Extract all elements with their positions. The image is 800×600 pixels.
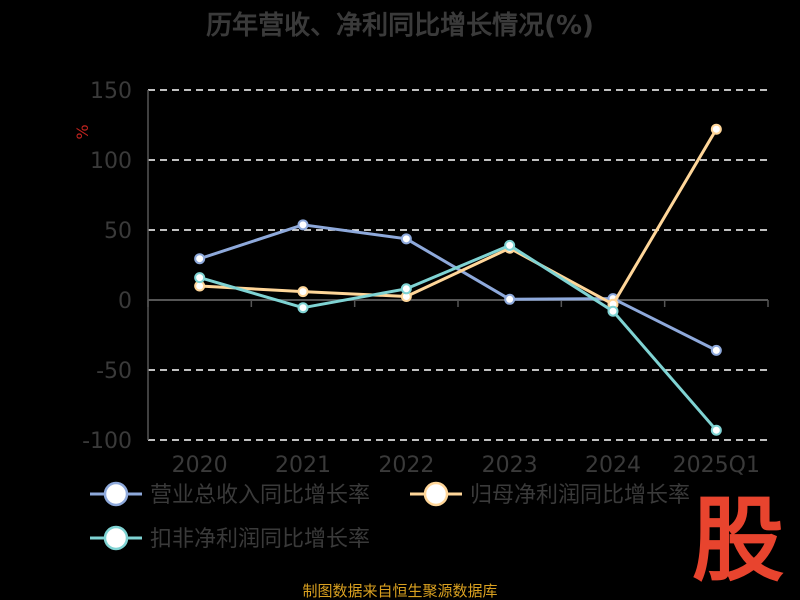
y-tick-label: -100 bbox=[82, 429, 132, 454]
x-tick-label: 2025Q1 bbox=[673, 453, 760, 478]
legend-label: 归母净利润同比增长率 bbox=[470, 483, 690, 508]
legend-marker bbox=[103, 525, 129, 551]
series-line bbox=[199, 243, 718, 432]
data-point[interactable] bbox=[710, 424, 722, 436]
plot-series bbox=[194, 123, 722, 436]
data-point[interactable] bbox=[504, 293, 516, 305]
source-note: 制图数据来自恒生聚源数据库 bbox=[302, 582, 497, 600]
x-tick-label: 2022 bbox=[378, 453, 434, 478]
y-tick-label: 50 bbox=[104, 219, 132, 244]
data-point[interactable] bbox=[297, 302, 309, 314]
series-1 bbox=[194, 219, 722, 356]
legend-label: 营业总收入同比增长率 bbox=[150, 483, 370, 508]
y-tick-label: 150 bbox=[90, 79, 132, 104]
legend-marker bbox=[103, 481, 129, 507]
data-point[interactable] bbox=[504, 239, 516, 251]
legend-item-1[interactable]: 营业总收入同比增长率 bbox=[90, 481, 370, 508]
y-tick-label: 100 bbox=[90, 149, 132, 174]
data-point[interactable] bbox=[297, 219, 309, 231]
legend-marker bbox=[423, 481, 449, 507]
series-2 bbox=[194, 123, 722, 310]
x-tick-label: 2024 bbox=[585, 453, 641, 478]
data-point[interactable] bbox=[607, 305, 619, 317]
x-tick-label: 2020 bbox=[172, 453, 228, 478]
y-tick-label: -50 bbox=[96, 359, 132, 384]
data-point[interactable] bbox=[710, 344, 722, 356]
series-3 bbox=[194, 239, 722, 436]
y-tick-label: 0 bbox=[118, 289, 132, 314]
legend-label: 扣非净利润同比增长率 bbox=[150, 527, 370, 552]
axes: 150 100 50 0 -50 -100 2020 2021 2022 2023 2024 2025… bbox=[82, 79, 769, 478]
chart-title: 历年营收、净利同比增长情况(%) bbox=[206, 10, 594, 41]
data-point[interactable] bbox=[194, 272, 206, 284]
data-point[interactable] bbox=[297, 286, 309, 298]
x-tick-label: 2021 bbox=[275, 453, 331, 478]
y-axis-unit: % bbox=[73, 124, 92, 139]
series-line bbox=[199, 223, 718, 352]
data-point[interactable] bbox=[710, 123, 722, 135]
data-point[interactable] bbox=[194, 253, 206, 265]
x-tick-label: 2023 bbox=[482, 453, 538, 478]
logo-mark: 股 bbox=[692, 487, 784, 594]
legend-item-3[interactable]: 扣非净利润同比增长率 bbox=[90, 525, 370, 552]
series-line bbox=[199, 128, 718, 306]
data-point[interactable] bbox=[400, 283, 412, 295]
grid-lines bbox=[148, 89, 768, 441]
legend-item-2[interactable]: 归母净利润同比增长率 bbox=[410, 481, 690, 508]
data-point[interactable] bbox=[400, 233, 412, 245]
